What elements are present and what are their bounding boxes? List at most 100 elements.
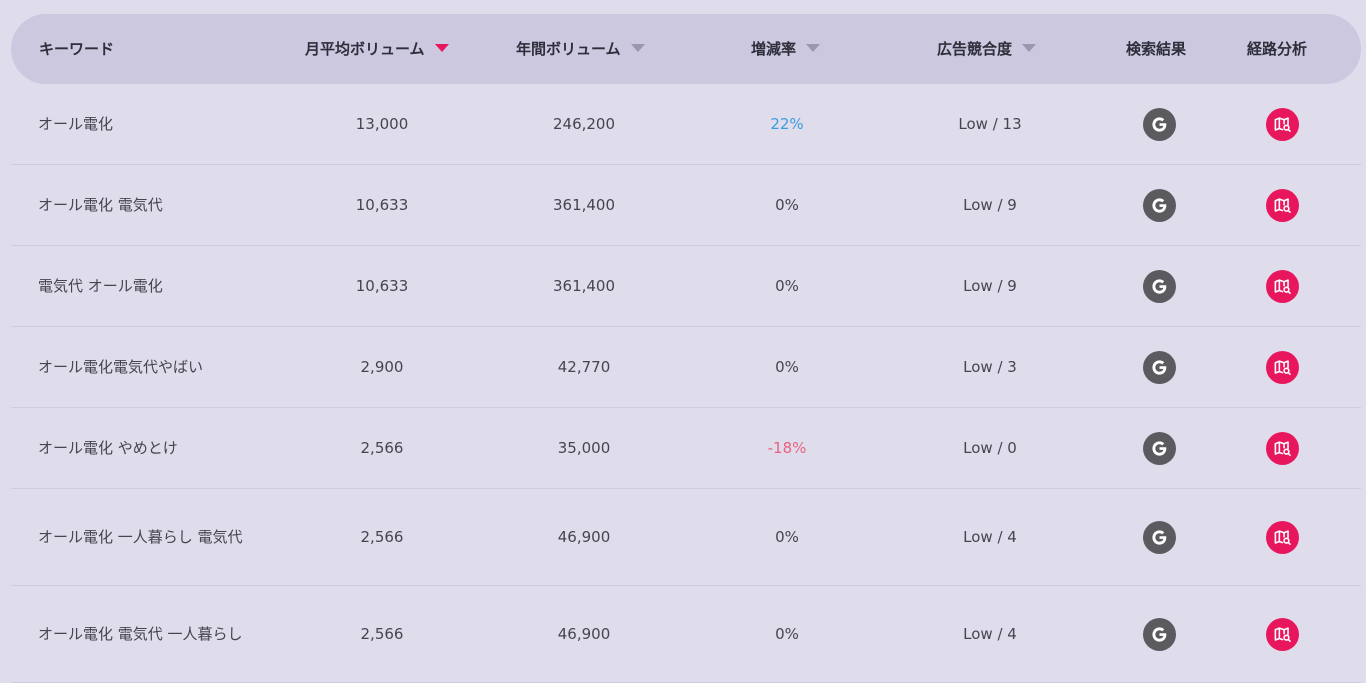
search-result-cell: [1129, 586, 1189, 682]
competition-cell: Low / 4: [930, 489, 1050, 585]
yearly-volume-cell: 46,900: [524, 586, 644, 682]
keyword-cell[interactable]: オール電化 電気代 一人暮らし: [38, 586, 258, 682]
sort-icon[interactable]: [630, 43, 645, 52]
route-analysis-button[interactable]: [1265, 431, 1299, 465]
keyword-cell[interactable]: オール電化 やめとけ: [38, 408, 258, 488]
route-analysis-button[interactable]: [1265, 617, 1299, 651]
sort-icon[interactable]: [1022, 43, 1037, 52]
google-search-button[interactable]: [1142, 107, 1176, 141]
google-icon: [1151, 626, 1166, 642]
yearly-volume-value: 361,400: [552, 277, 616, 295]
competition-cell: Low / 9: [930, 165, 1050, 245]
keyword-text: オール電化 電気代 一人暮らし: [38, 625, 243, 643]
yearly-volume-value: 361,400: [552, 196, 616, 214]
google-search-button[interactable]: [1142, 520, 1176, 554]
monthly-volume-value: 10,633: [355, 277, 409, 295]
table-row: オール電化 13,000 246,200 22% Low / 13: [11, 84, 1361, 165]
yearly-volume-cell: 246,200: [524, 84, 644, 164]
rate-cell: 22%: [727, 84, 847, 164]
yearly-volume-value: 35,000: [557, 439, 611, 457]
map-search-icon: [1274, 529, 1291, 545]
keyword-cell[interactable]: 電気代 オール電化: [38, 246, 258, 326]
google-icon: [1151, 440, 1166, 456]
keyword-cell[interactable]: オール電化: [38, 84, 258, 164]
keyword-cell[interactable]: オール電化 電気代: [38, 165, 258, 245]
monthly-volume-cell: 2,900: [322, 327, 442, 407]
google-icon: [1151, 278, 1166, 294]
header-rate-label: 増減率: [751, 40, 797, 58]
google-search-button[interactable]: [1142, 188, 1176, 222]
header-search-result: 検索結果: [1126, 40, 1187, 58]
google-search-button[interactable]: [1142, 617, 1176, 651]
rate-cell: 0%: [727, 586, 847, 682]
table-row: オール電化 電気代 一人暮らし 2,566 46,900 0% Low / 4: [11, 586, 1361, 683]
header-competition[interactable]: 広告競合度: [937, 14, 1037, 84]
monthly-volume-value: 10,633: [355, 196, 409, 214]
sort-icon[interactable]: [806, 43, 821, 52]
rate-cell: 0%: [727, 246, 847, 326]
search-result-cell: [1129, 327, 1189, 407]
route-analysis-cell: [1252, 246, 1312, 326]
monthly-volume-cell: 10,633: [322, 165, 442, 245]
table-row: オール電化 一人暮らし 電気代 2,566 46,900 0% Low / 4: [11, 489, 1361, 586]
map-search-icon: [1274, 359, 1291, 375]
route-analysis-button[interactable]: [1265, 269, 1299, 303]
monthly-volume-cell: 2,566: [322, 586, 442, 682]
header-monthly-volume[interactable]: 月平均ボリューム: [305, 14, 449, 84]
rate-cell: 0%: [727, 327, 847, 407]
header-yearly-volume[interactable]: 年間ボリューム: [516, 14, 645, 84]
google-icon: [1151, 197, 1166, 213]
competition-value: Low / 0: [963, 439, 1017, 457]
rate-value: 0%: [775, 358, 799, 376]
rate-cell: 0%: [727, 489, 847, 585]
keyword-table: キーワード 月平均ボリューム 年間ボリューム 増減率 広告競合度 検索結果 経路…: [11, 14, 1361, 683]
rate-value: 0%: [775, 277, 799, 295]
rate-value: 0%: [775, 625, 799, 643]
header-monthly-volume-label: 月平均ボリューム: [305, 40, 425, 58]
map-search-icon: [1274, 116, 1291, 132]
keyword-text: 電気代 オール電化: [38, 277, 163, 295]
search-result-cell: [1129, 84, 1189, 164]
route-analysis-cell: [1252, 408, 1312, 488]
monthly-volume-value: 2,566: [360, 625, 404, 643]
yearly-volume-cell: 42,770: [524, 327, 644, 407]
route-analysis-cell: [1252, 489, 1312, 585]
header-rate[interactable]: 増減率: [751, 14, 821, 84]
rate-cell: 0%: [727, 165, 847, 245]
google-search-button[interactable]: [1142, 269, 1176, 303]
monthly-volume-value: 2,566: [360, 528, 404, 546]
yearly-volume-value: 42,770: [557, 358, 611, 376]
search-result-cell: [1129, 489, 1189, 585]
keyword-text: オール電化 電気代: [38, 196, 163, 214]
header-yearly-volume-label: 年間ボリューム: [516, 40, 621, 58]
google-icon: [1151, 529, 1166, 545]
route-analysis-button[interactable]: [1265, 350, 1299, 384]
route-analysis-button[interactable]: [1265, 107, 1299, 141]
route-analysis-cell: [1252, 586, 1312, 682]
keyword-text: オール電化: [38, 115, 114, 133]
header-keyword: キーワード: [39, 40, 115, 58]
search-result-cell: [1129, 246, 1189, 326]
map-search-icon: [1274, 278, 1291, 294]
rate-value: -18%: [767, 439, 807, 457]
sort-desc-icon[interactable]: [434, 43, 449, 52]
google-icon: [1151, 116, 1166, 132]
monthly-volume-value: 13,000: [355, 115, 409, 133]
keyword-cell[interactable]: オール電化電気代やばい: [38, 327, 258, 407]
yearly-volume-cell: 46,900: [524, 489, 644, 585]
table-body: オール電化 13,000 246,200 22% Low / 13: [11, 84, 1361, 683]
rate-value: 22%: [770, 115, 804, 133]
competition-cell: Low / 13: [930, 84, 1050, 164]
monthly-volume-cell: 2,566: [322, 408, 442, 488]
keyword-cell[interactable]: オール電化 一人暮らし 電気代: [38, 489, 258, 585]
monthly-volume-cell: 10,633: [322, 246, 442, 326]
rate-value: 0%: [775, 528, 799, 546]
google-search-button[interactable]: [1142, 350, 1176, 384]
route-analysis-button[interactable]: [1265, 188, 1299, 222]
map-search-icon: [1274, 197, 1291, 213]
yearly-volume-value: 246,200: [552, 115, 616, 133]
monthly-volume-value: 2,900: [360, 358, 404, 376]
route-analysis-button[interactable]: [1265, 520, 1299, 554]
google-search-button[interactable]: [1142, 431, 1176, 465]
keyword-text: オール電化 一人暮らし 電気代: [38, 528, 243, 546]
